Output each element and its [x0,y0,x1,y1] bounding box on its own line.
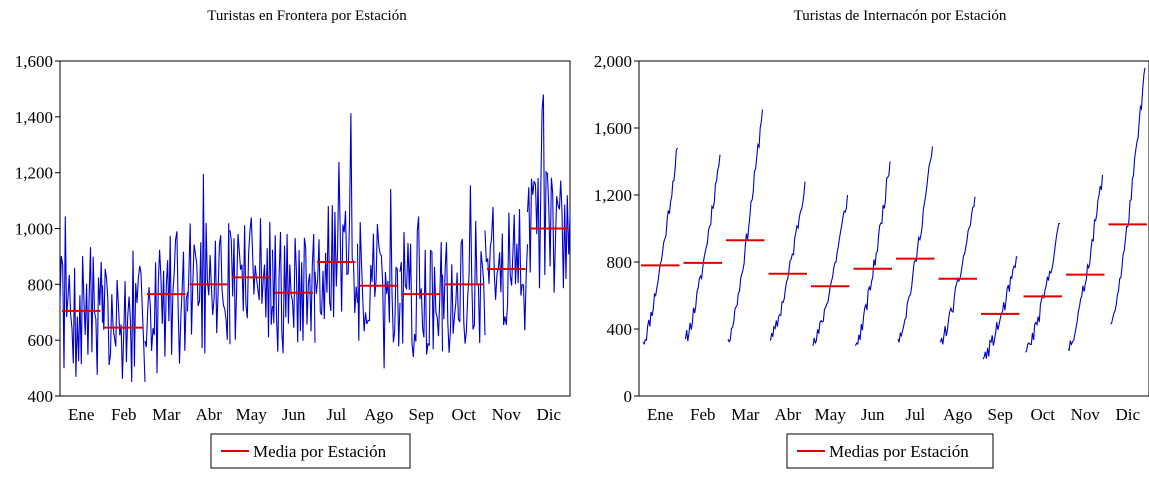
chart-right: Turistas de Internacón por Estación 0 400 8… [594,8,1149,469]
x-tick-label-Sep: Sep [409,405,435,424]
x-tick-label-Jul: Jul [326,405,346,424]
x-tick-label-Ago: Ago [943,405,972,424]
series-line-Dic [1110,67,1146,325]
x-tick-label-Nov: Nov [492,405,522,424]
series-line-Oct [441,185,486,353]
series-line-May [812,194,849,346]
x-tick-label-Ago: Ago [364,405,393,424]
y-tick-label-1,400: 1,400 [15,108,53,127]
x-tick-label-Ene: Ene [647,405,673,424]
series-line-Abr [186,173,231,354]
y-tick-label-400: 400 [607,320,633,339]
y-tick-label-1,000: 1,000 [15,220,53,239]
x-tick-label-Nov: Nov [1071,405,1101,424]
chart-title: Turistas en Frontera por Estación [207,8,407,24]
x-tick-label-Feb: Feb [111,405,137,424]
y-tick-label-800: 800 [28,275,54,294]
series-line-Sep [982,256,1018,360]
x-tick-label-Dic: Dic [1115,405,1140,424]
y-tick-label-0: 0 [624,387,633,406]
x-tick-label-Sep: Sep [988,405,1014,424]
series-line-Sep [399,216,444,358]
series-line-Ene [642,147,678,345]
y-tick-label-1,600: 1,600 [594,119,632,138]
y-tick-label-800: 800 [607,253,633,272]
x-tick-label-Mar: Mar [152,405,181,424]
x-tick-label-Oct: Oct [1030,405,1055,424]
series-line-Ago [356,189,401,369]
x-tick-label-Jul: Jul [905,405,925,424]
x-tick-label-Oct: Oct [451,405,476,424]
x-tick-label-Jun: Jun [861,405,885,424]
chart-right-panel: Turistas de Internacón por Estación 0 400 8… [575,0,1149,481]
series-line-Jul [897,146,934,343]
series-line-Ene [59,216,104,377]
chart-title: Turistas de Internacón por Estación [794,8,1007,24]
series-data [59,94,571,383]
y-tick-label-1,200: 1,200 [15,164,53,183]
x-tick-label-May: May [236,405,268,424]
y-tick-label-1,600: 1,600 [15,52,53,71]
series-line-Ago [939,196,976,345]
x-tick-label-Abr: Abr [196,405,223,424]
series-line-Mar [144,231,189,374]
series-line-Abr [769,181,806,341]
y-tick-label-600: 600 [28,331,54,350]
series-line-Jun [854,161,891,347]
x-tick-label-Mar: Mar [731,405,760,424]
series-line-Nov [484,206,529,331]
plot-frame [638,60,1149,397]
series-line-Feb [101,250,146,383]
chart-left-panel: Turistas en Frontera por Estación 400 600 8… [15,8,571,469]
legend-label: Media por Estación [253,442,387,461]
series-line-Feb [684,154,721,342]
series-line-Mar [727,109,764,343]
x-tick-label-Ene: Ene [68,405,94,424]
series-line-Dic [526,94,571,293]
y-tick-label-1,200: 1,200 [594,186,632,205]
x-tick-label-Dic: Dic [536,405,561,424]
legend-label: Medias por Estación [829,442,969,461]
x-tick-label-Jun: Jun [282,405,306,424]
y-tick-label-2,000: 2,000 [594,52,632,71]
y-tick-label-400: 400 [28,387,54,406]
chart-left: Turistas en Frontera por Estación 400 600 8… [15,8,571,469]
series-data [642,67,1146,360]
series-line-Jun [271,231,316,354]
series-line-Nov [1067,174,1104,352]
series-line-Jul [314,113,359,320]
x-tick-label-May: May [815,405,847,424]
series-line-May [229,217,274,340]
x-tick-label-Abr: Abr [775,405,802,424]
x-tick-label-Feb: Feb [690,405,716,424]
series-line-Oct [1025,222,1060,353]
